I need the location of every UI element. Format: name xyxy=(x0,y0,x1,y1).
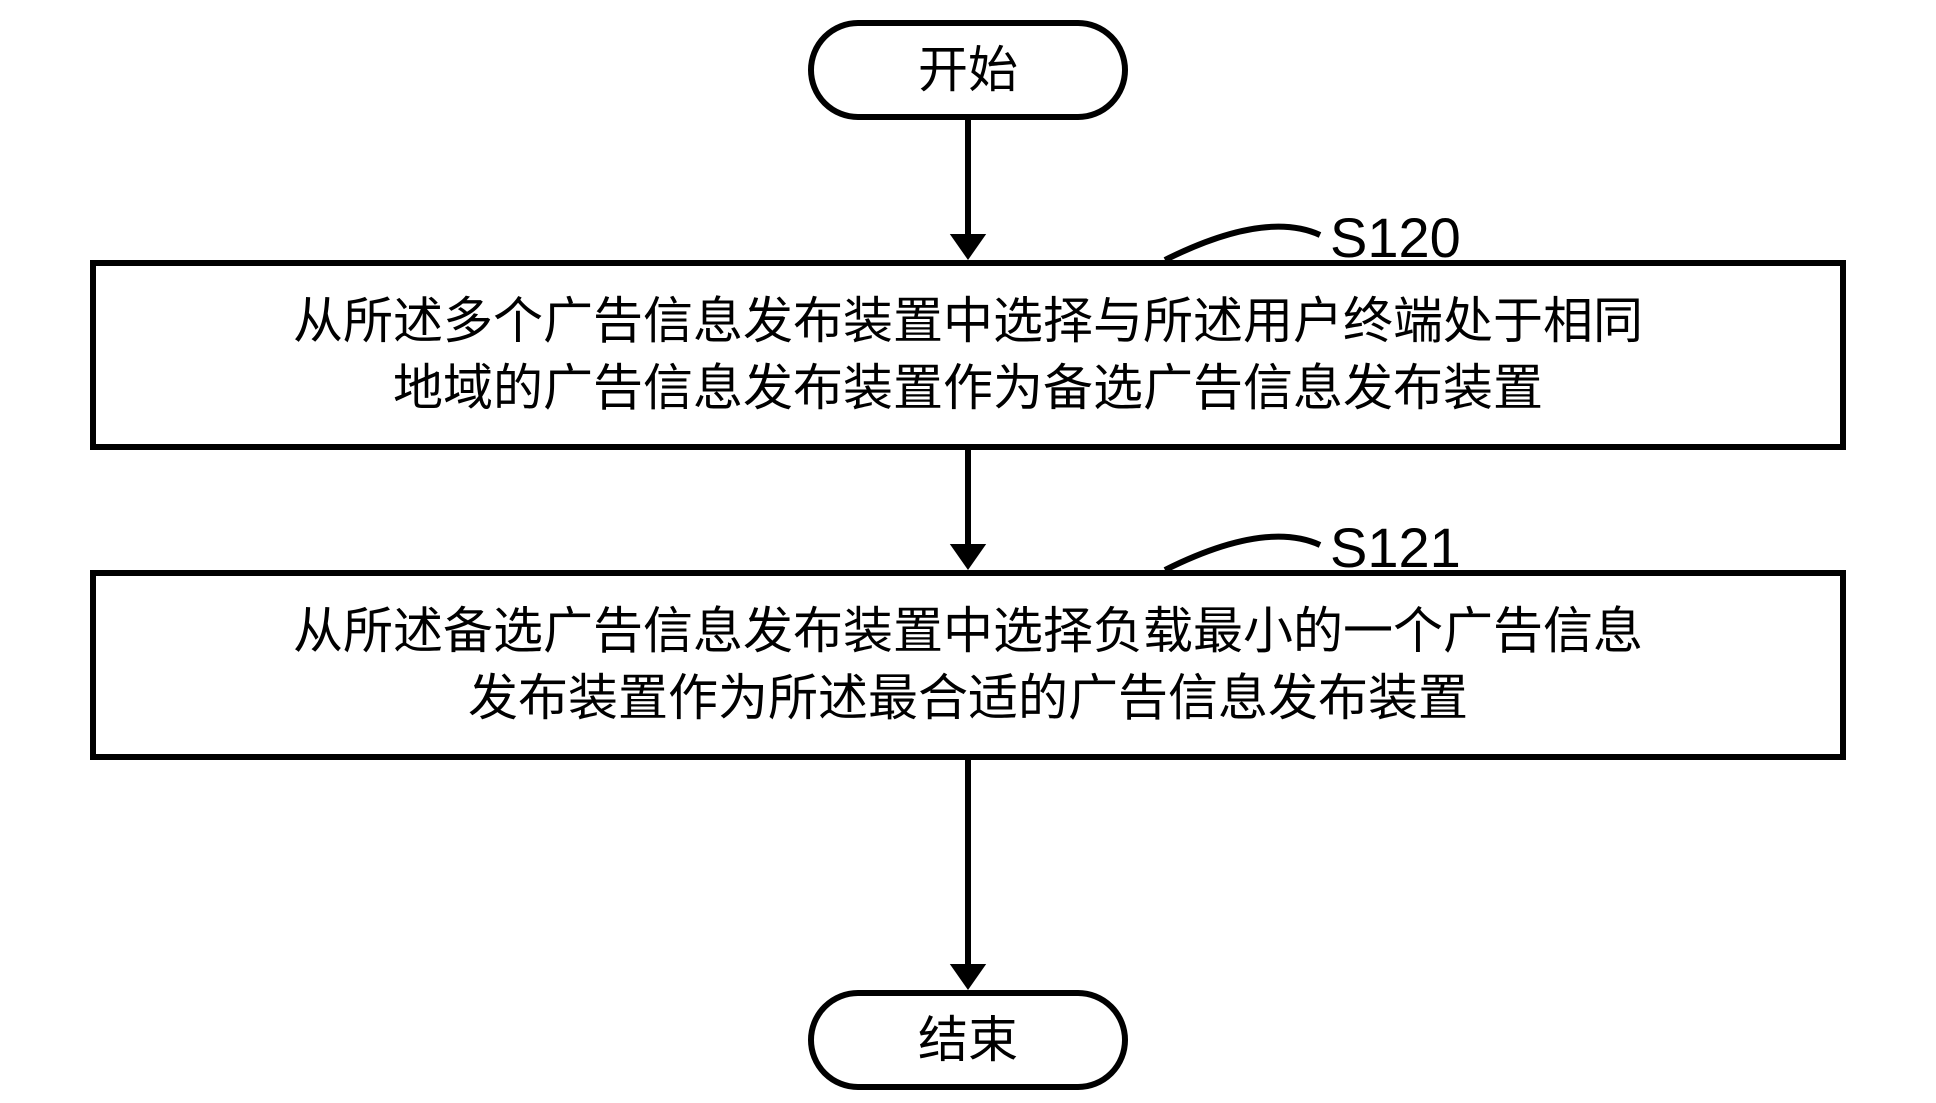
process-s120-line1: 从所述多个广告信息发布装置中选择与所述用户终端处于相同 xyxy=(293,293,1643,349)
step-label-s120: S120 xyxy=(1330,210,1461,266)
process-s120-line2: 地域的广告信息发布装置作为备选广告信息发布装置 xyxy=(393,360,1543,416)
process-s121-line2: 发布装置作为所述最合适的广告信息发布装置 xyxy=(468,670,1468,726)
flowchart-canvas: 开始 S120 从所述多个广告信息发布装置中选择与所述用户终端处于相同 地域的广… xyxy=(0,0,1936,1103)
process-s121-line1: 从所述备选广告信息发布装置中选择负载最小的一个广告信息 xyxy=(293,603,1643,659)
start-terminator: 开始 xyxy=(808,20,1128,120)
process-s121: 从所述备选广告信息发布装置中选择负载最小的一个广告信息 发布装置作为所述最合适的… xyxy=(90,570,1846,760)
step-label-s121: S121 xyxy=(1330,520,1461,576)
end-label: 结束 xyxy=(918,1015,1018,1065)
process-s120-text: 从所述多个广告信息发布装置中选择与所述用户终端处于相同 地域的广告信息发布装置作… xyxy=(293,288,1643,423)
start-label: 开始 xyxy=(918,45,1018,95)
process-s121-text: 从所述备选广告信息发布装置中选择负载最小的一个广告信息 发布装置作为所述最合适的… xyxy=(293,598,1643,733)
process-s120: 从所述多个广告信息发布装置中选择与所述用户终端处于相同 地域的广告信息发布装置作… xyxy=(90,260,1846,450)
connector-overlay xyxy=(0,0,1936,1103)
end-terminator: 结束 xyxy=(808,990,1128,1090)
